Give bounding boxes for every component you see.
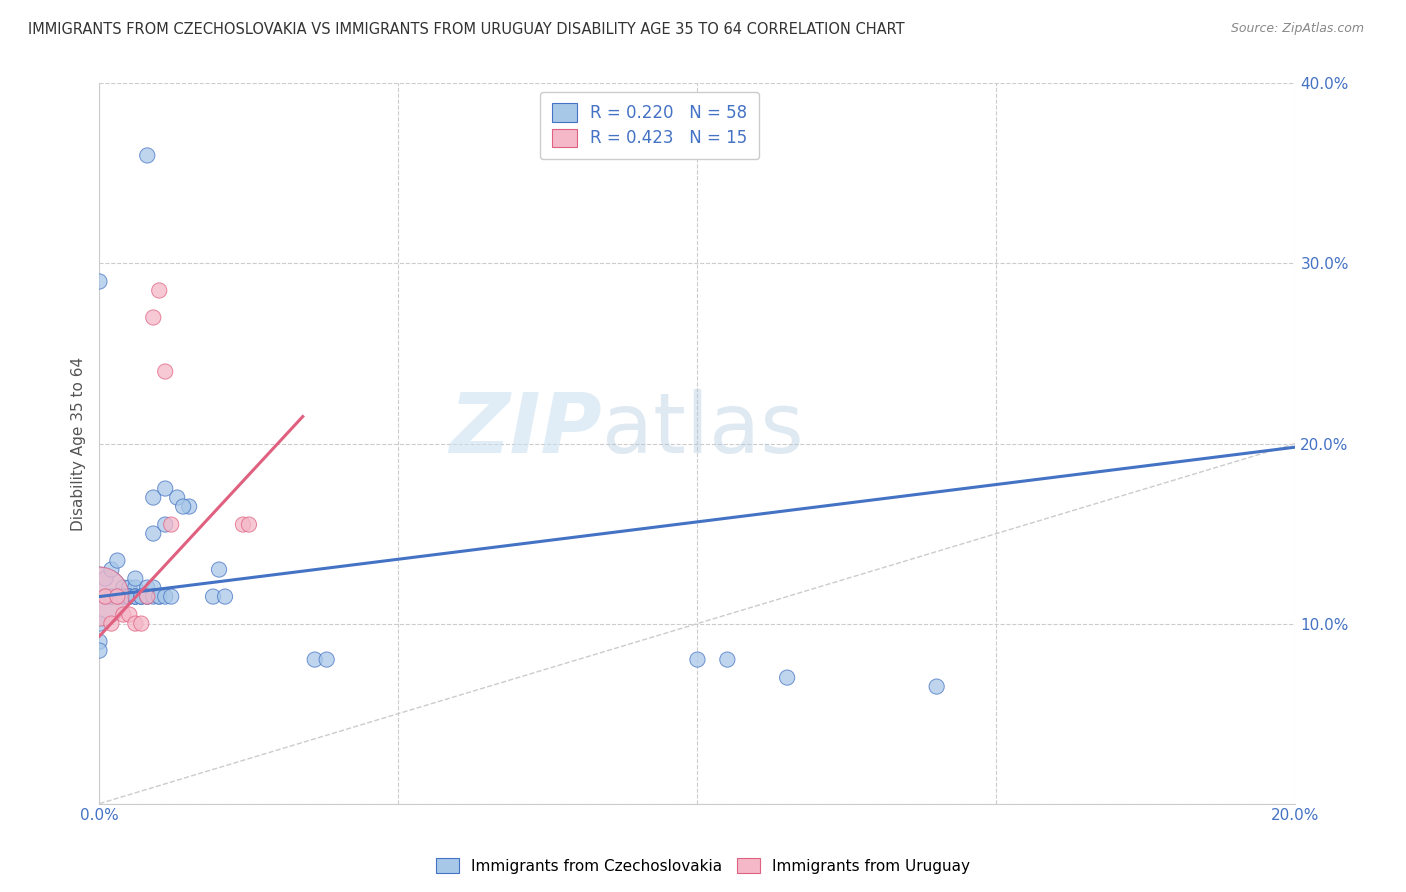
Point: [129, 590, 152, 604]
Point: [136, 590, 159, 604]
Point: [89, 590, 111, 604]
Point: [925, 680, 948, 694]
Point: [160, 517, 183, 532]
Point: [136, 581, 159, 595]
Point: [112, 590, 135, 604]
Point: [105, 590, 128, 604]
Point: [89, 643, 111, 657]
Point: [124, 590, 146, 604]
Point: [155, 590, 177, 604]
Point: [155, 364, 177, 378]
Point: [716, 652, 738, 666]
Legend: Immigrants from Czechoslovakia, Immigrants from Uruguay: Immigrants from Czechoslovakia, Immigran…: [430, 852, 976, 880]
Point: [136, 590, 159, 604]
Point: [118, 590, 141, 604]
Point: [776, 671, 799, 685]
Point: [112, 581, 135, 595]
Point: [89, 275, 111, 289]
Point: [105, 590, 128, 604]
Point: [118, 590, 141, 604]
Point: [129, 590, 152, 604]
Point: [100, 563, 122, 577]
Point: [142, 590, 165, 604]
Point: [124, 616, 146, 631]
Point: [172, 500, 194, 514]
Point: [142, 526, 165, 541]
Point: [208, 563, 231, 577]
Point: [129, 590, 152, 604]
Point: [148, 590, 170, 604]
Point: [94, 590, 117, 604]
Point: [100, 616, 122, 631]
Y-axis label: Disability Age 35 to 64: Disability Age 35 to 64: [72, 357, 86, 531]
Point: [94, 572, 117, 586]
Text: IMMIGRANTS FROM CZECHOSLOVAKIA VS IMMIGRANTS FROM URUGUAY DISABILITY AGE 35 TO 6: IMMIGRANTS FROM CZECHOSLOVAKIA VS IMMIGR…: [28, 22, 904, 37]
Point: [124, 581, 146, 595]
Point: [89, 634, 111, 648]
Point: [179, 500, 201, 514]
Point: [105, 590, 128, 604]
Point: [89, 590, 111, 604]
Point: [136, 148, 159, 162]
Point: [100, 590, 122, 604]
Point: [89, 616, 111, 631]
Legend: R = 0.220   N = 58, R = 0.423   N = 15: R = 0.220 N = 58, R = 0.423 N = 15: [540, 92, 759, 159]
Point: [124, 572, 146, 586]
Point: [118, 581, 141, 595]
Point: [105, 590, 128, 604]
Point: [142, 581, 165, 595]
Point: [105, 553, 128, 567]
Point: [94, 590, 117, 604]
Point: [100, 590, 122, 604]
Text: atlas: atlas: [602, 389, 803, 469]
Point: [112, 607, 135, 622]
Point: [136, 590, 159, 604]
Text: ZIP: ZIP: [449, 389, 602, 469]
Point: [142, 310, 165, 325]
Point: [155, 482, 177, 496]
Point: [124, 590, 146, 604]
Point: [112, 590, 135, 604]
Point: [124, 590, 146, 604]
Point: [105, 590, 128, 604]
Point: [238, 517, 260, 532]
Text: Source: ZipAtlas.com: Source: ZipAtlas.com: [1230, 22, 1364, 36]
Point: [166, 491, 188, 505]
Point: [686, 652, 709, 666]
Point: [118, 607, 141, 622]
Point: [148, 590, 170, 604]
Point: [232, 517, 254, 532]
Point: [129, 616, 152, 631]
Point: [118, 590, 141, 604]
Point: [155, 517, 177, 532]
Point: [148, 284, 170, 298]
Point: [94, 590, 117, 604]
Point: [142, 491, 165, 505]
Point: [315, 652, 337, 666]
Point: [304, 652, 326, 666]
Point: [202, 590, 225, 604]
Point: [214, 590, 236, 604]
Point: [112, 590, 135, 604]
Point: [160, 590, 183, 604]
